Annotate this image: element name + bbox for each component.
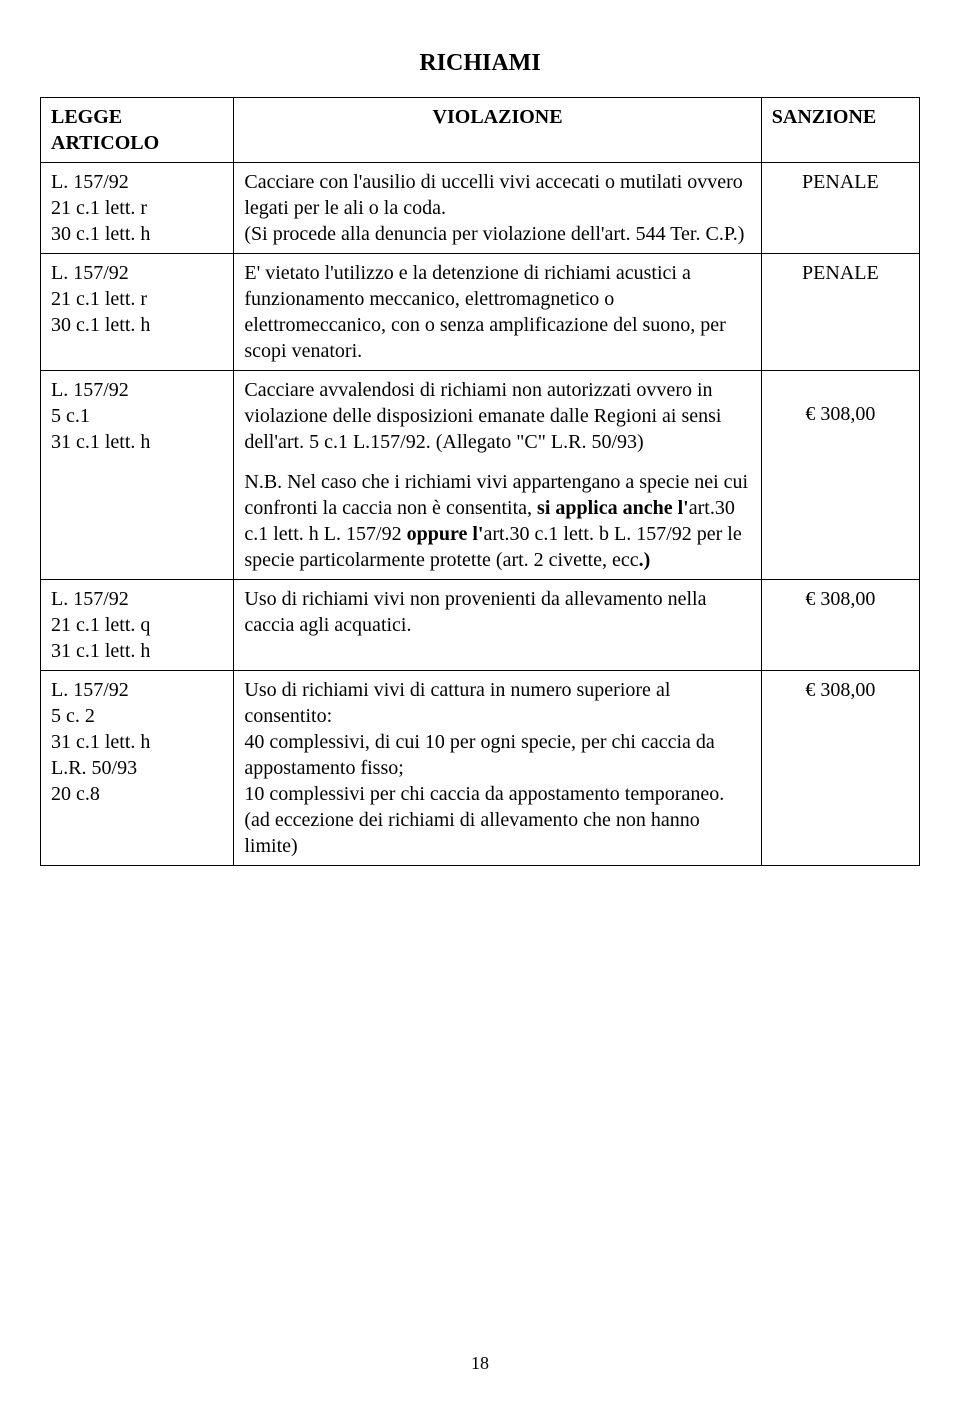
legge-cell: L. 157/9221 c.1 lett. q31 c.1 lett. h [41,580,234,671]
legge-cell: L. 157/925 c. 231 c.1 lett. hL.R. 50/932… [41,671,234,866]
legge-cell: L. 157/9221 c.1 lett. r30 c.1 lett. h [41,163,234,254]
legge-cell: L. 157/925 c.131 c.1 lett. h [41,371,234,580]
richiami-table: LEGGEARTICOLO VIOLAZIONE SANZIONE L. 157… [40,97,920,866]
violazione-cell: Cacciare avvalendosi di richiami non aut… [234,371,761,580]
violazione-cell: Uso di richiami vivi non provenienti da … [234,580,761,671]
sanzione-cell: € 308,00 [761,371,919,580]
sanzione-cell: PENALE [761,163,919,254]
page-number: 18 [0,1353,960,1374]
table-row: L. 157/925 c.131 c.1 lett. h Cacciare av… [41,371,920,580]
violazione-cell: Uso di richiami vivi di cattura in numer… [234,671,761,866]
sanzione-cell: € 308,00 [761,671,919,866]
nb-bold: .) [639,549,651,571]
violazione-cell: Cacciare con l'ausilio di uccelli vivi a… [234,163,761,254]
violazione-cell: E' vietato l'utilizzo e la detenzione di… [234,254,761,371]
violazione-text: Cacciare avvalendosi di richiami non aut… [244,379,721,453]
header-violazione: VIOLAZIONE [234,98,761,163]
nb-bold: oppure l' [407,523,484,545]
table-row: L. 157/9221 c.1 lett. q31 c.1 lett. h Us… [41,580,920,671]
header-legge: LEGGEARTICOLO [41,98,234,163]
header-sanzione: SANZIONE [761,98,919,163]
sanzione-cell: PENALE [761,254,919,371]
legge-cell: L. 157/9221 c.1 lett. r30 c.1 lett. h [41,254,234,371]
table-row: L. 157/925 c. 231 c.1 lett. hL.R. 50/932… [41,671,920,866]
table-row: L. 157/9221 c.1 lett. r30 c.1 lett. h E'… [41,254,920,371]
nb-block: N.B. Nel caso che i richiami vivi appart… [244,469,750,573]
nb-bold: si applica anche l' [537,497,689,519]
table-row: L. 157/9221 c.1 lett. r30 c.1 lett. h Ca… [41,163,920,254]
page-title: RICHIAMI [40,50,920,77]
sanzione-cell: € 308,00 [761,580,919,671]
table-header-row: LEGGEARTICOLO VIOLAZIONE SANZIONE [41,98,920,163]
